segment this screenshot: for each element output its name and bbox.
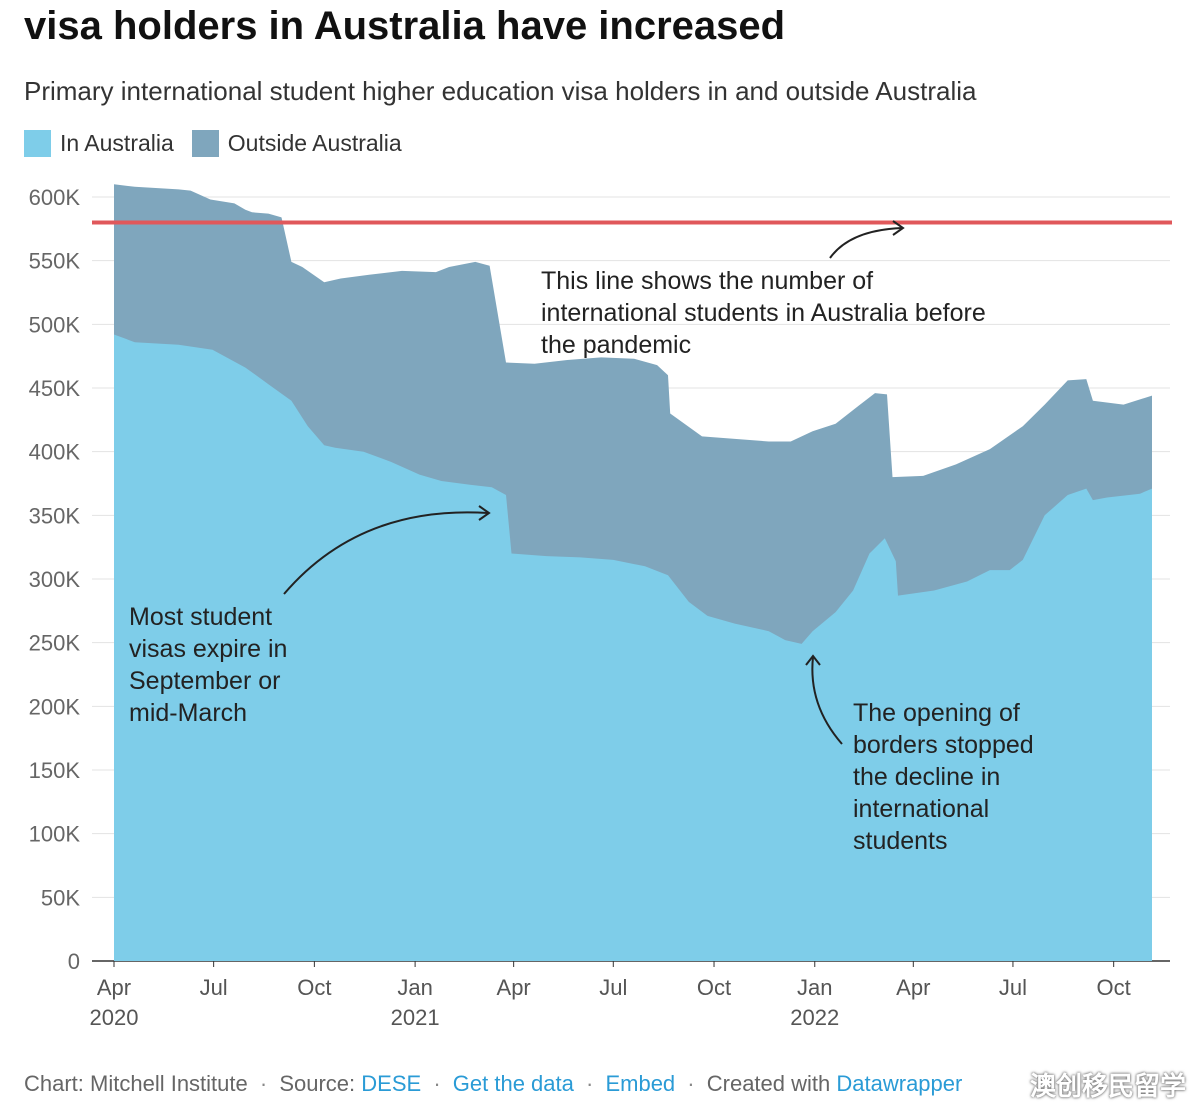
annotation-expire: Most student visas expire in September o… <box>129 603 294 727</box>
footer-separator: · <box>687 1071 695 1096</box>
annotation-pre-pandemic: This line shows the number of internatio… <box>541 267 993 359</box>
y-tick-label: 400K <box>29 440 81 465</box>
annotation-arrowhead-borders <box>805 654 821 666</box>
annotation-arrowhead-expire <box>478 505 491 521</box>
x-tick-label: Jul <box>599 975 627 1000</box>
footer: Chart: Mitchell Institute · Source: DESE… <box>24 1071 962 1097</box>
annotations: This line shows the number of internatio… <box>129 220 1041 855</box>
footer-source-label: Source: <box>279 1071 356 1096</box>
annotation-line: September or <box>129 667 280 695</box>
legend-swatch-in-australia <box>24 130 51 157</box>
axes: 0 50K 100K 150K 200K 250K 300K 350K 400K 450K 500K… <box>29 185 1131 1030</box>
chart-title: visa holders in Australia have increased <box>24 4 786 48</box>
annotation-line: mid-March <box>129 699 247 727</box>
annotation-arrow-expire <box>283 511 489 595</box>
x-tick-label: Oct <box>697 975 731 1000</box>
x-tick-label: Apr <box>97 975 131 1000</box>
y-tick-label: 600K <box>29 185 81 210</box>
annotation-line: The opening of <box>853 699 1020 727</box>
annotation-line: borders stopped <box>853 731 1034 759</box>
legend-item-in-australia: In Australia <box>24 130 174 157</box>
embed-link[interactable]: Embed <box>605 1071 676 1096</box>
annotation-borders: The opening of borders stopped the decli… <box>853 699 1041 855</box>
x-tick-year-label: 2021 <box>391 1005 440 1030</box>
x-tick-year-label: 2020 <box>90 1005 139 1030</box>
chart-subtitle: Primary international student higher edu… <box>24 76 977 106</box>
legend-label-outside-australia: Outside Australia <box>227 130 402 156</box>
legend-swatch-outside-australia <box>191 130 219 157</box>
y-tick-label: 100K <box>29 822 81 847</box>
x-tick-label: Jul <box>200 975 228 1000</box>
legend-item-outside-australia: Outside Australia <box>191 130 402 157</box>
chart-area: 0 50K 100K 150K 200K 250K 300K 350K 400K 450K 500K… <box>29 184 1172 1030</box>
annotation-arrow-borders <box>811 656 843 745</box>
x-tick-year-label: 2022 <box>790 1005 839 1030</box>
legend: In Australia Outside Australia <box>24 130 420 157</box>
legend-label-in-australia: In Australia <box>60 130 174 156</box>
annotation-line: visas expire in <box>129 635 287 663</box>
y-tick-label: 450K <box>29 376 81 401</box>
annotation-line: students <box>853 827 948 855</box>
annotation-line: the pandemic <box>541 331 691 359</box>
footer-chart-credit: Chart: Mitchell Institute <box>24 1071 248 1096</box>
y-tick-label: 350K <box>29 503 81 528</box>
annotation-arrow-pre-pandemic <box>829 227 903 259</box>
datawrapper-link[interactable]: Datawrapper <box>836 1071 963 1096</box>
watermark: 澳创移民留学 <box>1029 1071 1186 1101</box>
x-tick-label: Jul <box>999 975 1027 1000</box>
y-tick-label: 200K <box>29 694 81 719</box>
x-tick-label: Oct <box>297 975 331 1000</box>
x-tick-label: Jan <box>797 975 832 1000</box>
footer-separator: · <box>259 1071 268 1096</box>
y-tick-label: 50K <box>41 885 80 910</box>
y-tick-label: 250K <box>29 631 81 656</box>
annotation-arrowhead-pre-pandemic <box>892 220 905 236</box>
annotation-line: the decline in <box>853 763 1000 791</box>
y-tick-label: 300K <box>29 567 81 592</box>
annotation-line: This line shows the number of <box>541 267 873 295</box>
footer-separator: · <box>586 1071 594 1096</box>
footer-separator: · <box>433 1071 441 1096</box>
x-tick-label: Apr <box>497 975 531 1000</box>
y-tick-label: 500K <box>29 312 81 337</box>
footer-created-with: Created with <box>706 1071 831 1096</box>
x-tick-label: Jan <box>397 975 432 1000</box>
y-tick-label: 0 <box>68 949 80 974</box>
area-in-australia <box>114 334 1152 961</box>
get-the-data-link[interactable]: Get the data <box>452 1071 574 1096</box>
annotation-line: Most student <box>129 603 272 631</box>
annotation-line: international <box>853 795 989 823</box>
x-tick-label: Apr <box>896 975 930 1000</box>
y-tick-label: 150K <box>29 758 81 783</box>
footer-source-link[interactable]: DESE <box>361 1071 422 1096</box>
y-tick-label: 550K <box>29 249 81 274</box>
stacked-areas <box>114 184 1152 962</box>
x-tick-label: Oct <box>1097 975 1131 1000</box>
annotation-line: international students in Australia befo… <box>541 299 986 327</box>
